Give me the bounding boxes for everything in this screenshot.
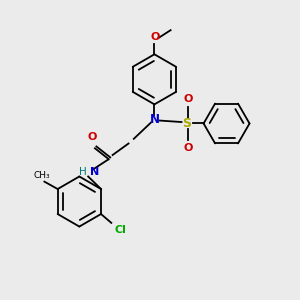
Text: O: O	[184, 94, 193, 104]
Text: O: O	[88, 132, 97, 142]
Text: H: H	[79, 167, 87, 177]
Text: O: O	[184, 142, 193, 153]
Text: N: N	[90, 167, 99, 177]
Text: CH₃: CH₃	[33, 171, 50, 180]
Text: O: O	[150, 32, 160, 42]
Text: N: N	[149, 112, 159, 126]
Text: Cl: Cl	[114, 225, 126, 235]
Text: S: S	[182, 117, 191, 130]
